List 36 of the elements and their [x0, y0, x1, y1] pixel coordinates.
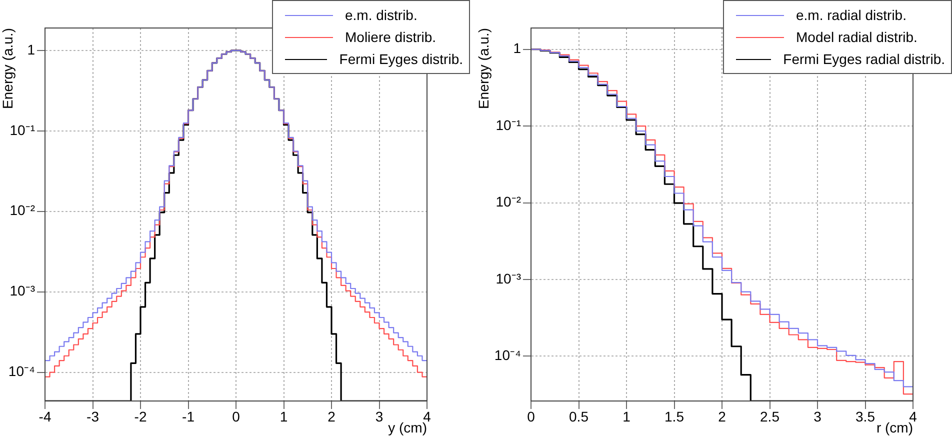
- y-tick-label: 1: [513, 40, 522, 56]
- x-tick-label: 1: [622, 408, 631, 424]
- x-tick-label: 3: [375, 408, 384, 424]
- x-tick-label: 1: [280, 408, 288, 424]
- x-axis-title: y (cm): [388, 419, 427, 436]
- x-tick-label: 1.5: [664, 408, 684, 424]
- y-axis-title: Energy (a.u.): [0, 28, 16, 109]
- x-tick-label: 0: [232, 408, 240, 424]
- y-tick-label: 10⁻³: [10, 282, 36, 299]
- legend-label: Fermi Eyges distrib.: [339, 51, 463, 67]
- y-tick-label: 10⁻²: [10, 202, 36, 218]
- x-tick-label: 3: [814, 408, 822, 424]
- x-tick-label: 0.5: [569, 408, 589, 424]
- y-tick-label: 10⁻²: [496, 194, 522, 210]
- x-tick-label: 2: [328, 408, 336, 424]
- x-tick-label: 2.5: [760, 408, 780, 424]
- x-tick-label: -2: [134, 408, 147, 424]
- x-tick-label: -3: [86, 408, 100, 424]
- x-tick-label: -4: [38, 408, 52, 424]
- y-tick-label: 10⁻⁴: [8, 363, 35, 380]
- y-tick-label: 10⁻¹: [496, 116, 522, 133]
- y-axis-title: Energy (a.u.): [475, 28, 492, 109]
- legend-label: Fermi Eyges radial distrib.: [783, 51, 945, 67]
- x-tick-label: 0: [527, 408, 536, 424]
- legend-label: Model radial distrib.: [796, 29, 918, 45]
- legend-label: Moliere distrib.: [345, 29, 436, 45]
- x-tick-label: -1: [182, 408, 195, 424]
- x-tick-label: 3.5: [856, 408, 876, 424]
- x-axis-title: r (cm): [876, 419, 913, 436]
- x-tick-label: 2: [718, 408, 726, 424]
- y-tick-label: 10⁻³: [496, 270, 522, 286]
- legend-label: e.m. radial distrib.: [796, 7, 906, 23]
- y-tick-label: 10⁻⁴: [494, 346, 521, 363]
- y-tick-label: 1: [27, 41, 36, 58]
- legend-label: e.m. distrib.: [345, 7, 418, 23]
- y-tick-label: 10⁻¹: [10, 122, 36, 138]
